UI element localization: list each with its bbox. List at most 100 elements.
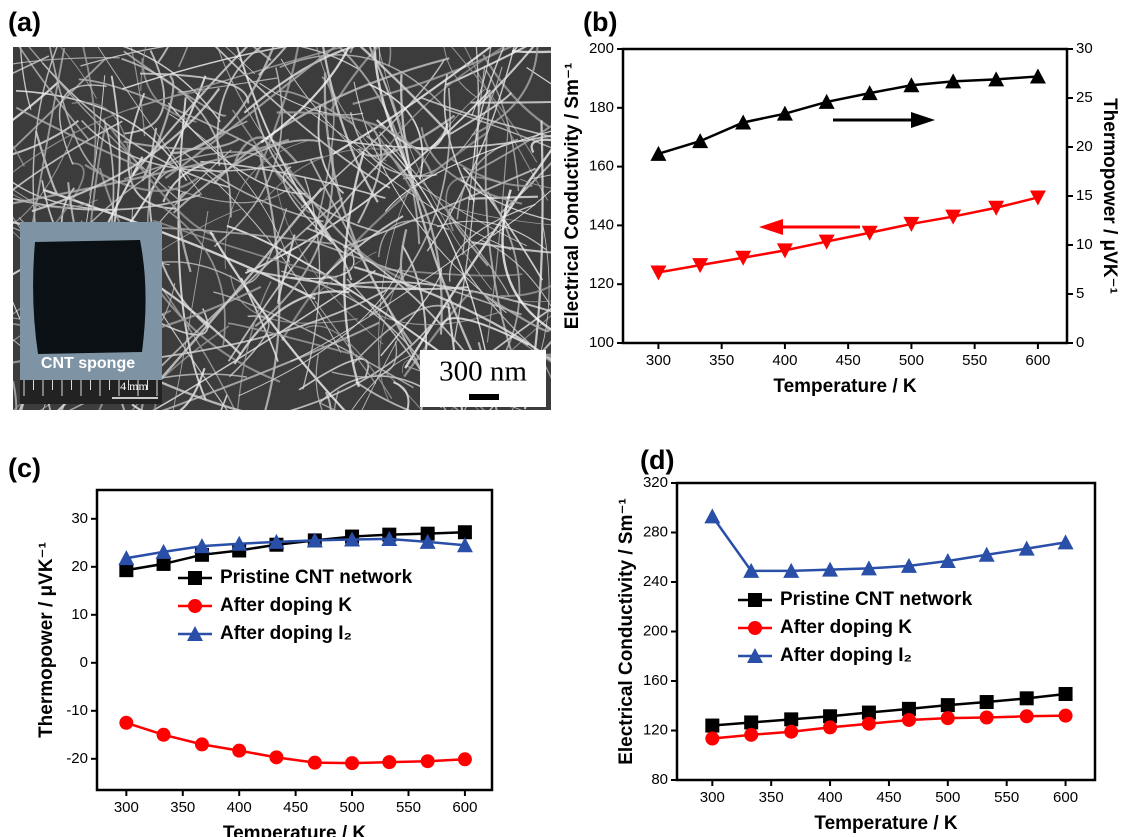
marker (308, 756, 322, 770)
legend-label: Pristine CNT network (220, 567, 413, 588)
sponge (33, 240, 145, 354)
marker (119, 563, 133, 577)
legend-label: After doping K (220, 595, 352, 616)
plot-frame (623, 49, 1067, 343)
arrow-head (911, 112, 935, 128)
panel-label: (b) (583, 7, 617, 37)
x-axis-label: Temperature / K (773, 376, 917, 397)
marker (784, 712, 798, 726)
x-tick-label: 350 (170, 799, 195, 816)
legend-marker (188, 571, 202, 585)
marker (823, 720, 837, 734)
arrow-head (759, 219, 783, 235)
marker (705, 719, 719, 733)
marker (458, 525, 472, 539)
y-tick-label: 160 (589, 158, 614, 175)
x-tick-label: 600 (1025, 352, 1050, 369)
marker (692, 133, 708, 148)
y-tick-label: 120 (643, 721, 668, 738)
x-tick-label: 400 (818, 789, 843, 806)
x-tick-label: 400 (772, 352, 797, 369)
legend-marker (748, 621, 762, 635)
series-line (126, 539, 465, 558)
y-axis-label: Electrical Conductivity / Sm⁻¹ (616, 498, 637, 765)
x-tick-label: 450 (836, 352, 861, 369)
panel-label: (a) (8, 7, 41, 37)
inset-label: CNT sponge (41, 355, 135, 372)
x-tick-label: 300 (646, 352, 671, 369)
y2-tick-label: 25 (1076, 89, 1093, 106)
legend-marker (188, 599, 202, 613)
y2-tick-label: 20 (1076, 138, 1093, 155)
series-line (712, 516, 1065, 570)
y-tick-label: 20 (71, 558, 88, 575)
y2-tick-label: 5 (1076, 285, 1084, 302)
x-tick-label: 350 (759, 789, 784, 806)
fiber (457, 384, 596, 580)
x-axis-label: Temperature / K (223, 823, 367, 837)
marker (744, 728, 758, 742)
fiber (512, 0, 735, 52)
series-line (126, 723, 465, 763)
series-line (658, 197, 1037, 272)
y-tick-label: -10 (66, 702, 88, 719)
marker (650, 265, 666, 280)
y-tick-label: 80 (651, 771, 668, 788)
panel-label: (c) (8, 453, 41, 483)
legend-label: After doping I₂ (220, 623, 352, 644)
marker (784, 725, 798, 739)
x-tick-label: 600 (452, 799, 477, 816)
marker (1058, 534, 1074, 549)
marker (157, 728, 171, 742)
scale-bar (469, 394, 499, 400)
y-tick-label: 200 (643, 622, 668, 639)
marker (1020, 691, 1034, 705)
y-tick-label: 120 (589, 275, 614, 292)
marker (941, 698, 955, 712)
y-tick-label: 240 (643, 573, 668, 590)
x-tick-label: 450 (876, 789, 901, 806)
marker (421, 754, 435, 768)
series-line (658, 76, 1037, 153)
marker (704, 508, 720, 523)
panel-label: (d) (640, 445, 674, 475)
y2-axis-label: Thermopower / μVK⁻¹ (1099, 98, 1120, 294)
y2-tick-label: 10 (1076, 236, 1093, 253)
marker (1059, 709, 1073, 723)
series-line (712, 716, 1065, 739)
x-tick-label: 500 (899, 352, 924, 369)
marker (345, 756, 359, 770)
fiber (0, 313, 13, 375)
y-axis-label: Electrical Conductivity / Sm⁻¹ (562, 63, 583, 330)
marker (862, 717, 876, 731)
fiber (448, 401, 621, 647)
legend-label: After doping I₂ (780, 645, 912, 666)
y-tick-label: 180 (589, 99, 614, 116)
marker (195, 737, 209, 751)
scale-bar-label: 300 nm (439, 356, 527, 388)
y-tick-label: 200 (589, 40, 614, 57)
marker (269, 750, 283, 764)
marker (941, 711, 955, 725)
marker (1059, 687, 1073, 701)
marker (157, 557, 171, 571)
y-tick-label: 10 (71, 606, 88, 623)
x-tick-label: 500 (340, 799, 365, 816)
marker (382, 755, 396, 769)
y-tick-label: 0 (80, 654, 88, 671)
x-tick-label: 400 (227, 799, 252, 816)
y-tick-label: 140 (589, 216, 614, 233)
x-tick-label: 550 (962, 352, 987, 369)
x-tick-label: 550 (994, 789, 1019, 806)
marker (980, 695, 994, 709)
marker (902, 713, 916, 727)
sem-image: 4 mm CNT sponge 300 nm (0, 0, 799, 647)
marker (1020, 709, 1034, 723)
fiber (350, 0, 431, 53)
y2-tick-label: 15 (1076, 187, 1093, 204)
series-line (126, 532, 465, 570)
fiber (319, 403, 573, 518)
marker (119, 716, 133, 730)
x-tick-label: 300 (700, 789, 725, 806)
y-tick-label: 280 (643, 523, 668, 540)
